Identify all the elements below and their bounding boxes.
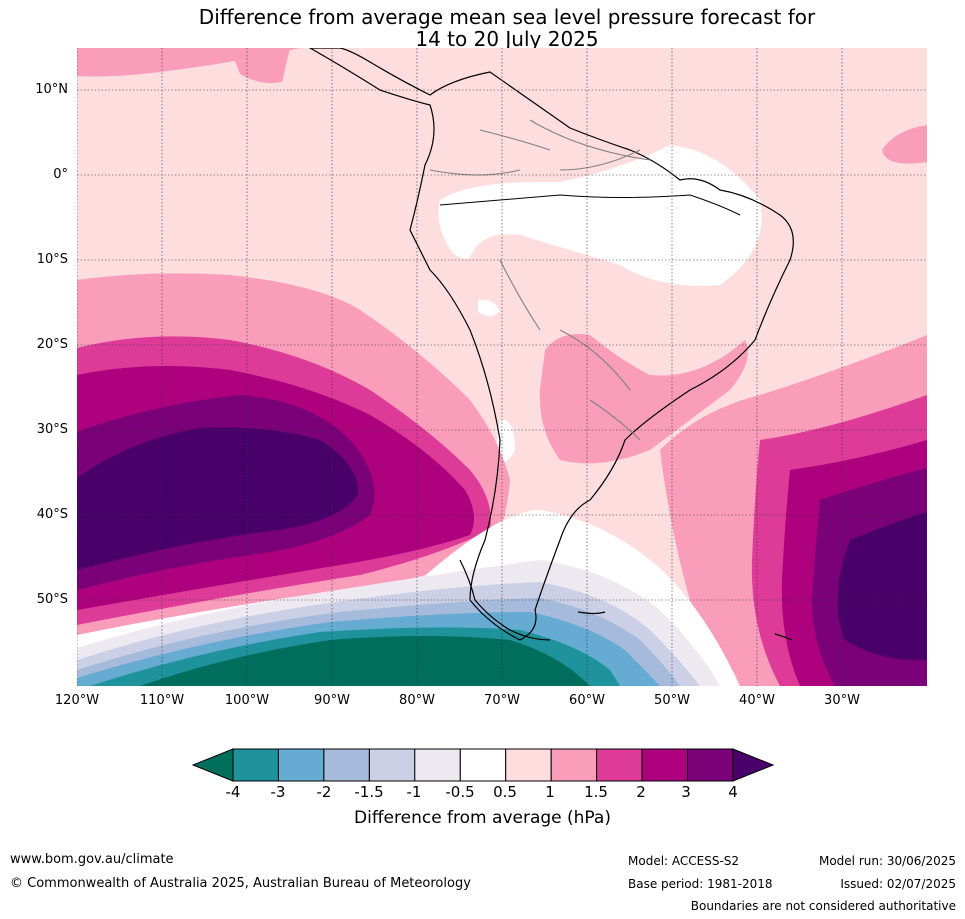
- lat-label-20s: 20°S: [36, 337, 68, 352]
- lat-label-50s: 50°S: [36, 592, 68, 607]
- colorbar-tick-label: -2: [316, 783, 332, 801]
- footer-model: Model: ACCESS-S2: [628, 854, 740, 868]
- lat-label-40s: 40°S: [36, 507, 68, 522]
- anomaly-band-neg-4: [140, 636, 590, 686]
- colorbar-tick-label: 1.5: [584, 783, 608, 801]
- anomaly-north-atlantic: [882, 125, 927, 164]
- amazon-river: [439, 194, 741, 216]
- map-title-line-1: Difference from average mean sea level p…: [198, 5, 816, 29]
- colorbar-tick-label: 0.5: [493, 783, 517, 801]
- footer-boundaries-note: Boundaries are not considered authoritat…: [690, 899, 956, 913]
- lat-label-30s: 30°S: [36, 422, 68, 437]
- lon-label-90w: 90°W: [314, 693, 350, 708]
- graticule: [77, 48, 927, 686]
- colorbar-swatch: [505, 748, 552, 782]
- lat-label-10n: 10°N: [35, 82, 68, 97]
- footer-copyright: © Commonwealth of Australia 2025, Austra…: [10, 876, 471, 891]
- coastline-africa-edge: [885, 46, 895, 47]
- footer-website: www.bom.gov.au/climate: [10, 852, 174, 867]
- anomaly-north-pacific-2: [230, 48, 290, 83]
- lon-label-120w: 120°W: [54, 693, 100, 708]
- colorbar-swatch: [687, 748, 734, 782]
- colorbar-title: Difference from average (hPa): [354, 808, 611, 828]
- colorbar-tick-label: -0.5: [445, 783, 475, 801]
- anomaly-atlantic-core: [837, 512, 927, 661]
- lon-label-80w: 80°W: [399, 693, 435, 708]
- anomaly-small-neutral: [478, 299, 500, 316]
- coastline-south-america: [308, 48, 794, 641]
- footer-issued: Issued: 02/07/2025: [840, 877, 956, 891]
- map-title-line-2: 14 to 20 July 2025: [415, 27, 599, 51]
- colorbar-swatch: [641, 748, 688, 782]
- colorbar-swatch: [277, 748, 325, 782]
- lon-label-70w: 70°W: [484, 693, 520, 708]
- footer-model-run: Model run: 30/06/2025: [818, 854, 956, 868]
- colorbar: [191, 748, 775, 782]
- colorbar-extend-low: [191, 748, 234, 782]
- colorbar-tick-label: -1: [406, 783, 422, 801]
- lon-label-30w: 30°W: [824, 693, 860, 708]
- colorbar-tick-label: 4: [728, 783, 738, 801]
- lat-label-10s: 10°S: [36, 252, 68, 267]
- anomaly-brazil-interior: [539, 334, 748, 464]
- pressure-anomaly-field: [77, 46, 927, 686]
- footer-base-period: Base period: 1981-2018: [628, 877, 773, 891]
- coastline-patagonia-islands: [459, 559, 606, 641]
- anomaly-pacific-core: [77, 427, 359, 570]
- lon-label-60w: 60°W: [569, 693, 605, 708]
- colorbar-tick-label: -4: [225, 783, 241, 801]
- lon-label-100w: 100°W: [224, 693, 270, 708]
- colorbar-swatch: [550, 748, 598, 782]
- colorbar-tick-label: 1: [545, 783, 555, 801]
- lon-label-40w: 40°W: [739, 693, 775, 708]
- lon-label-50w: 50°W: [654, 693, 690, 708]
- colorbar-swatch: [414, 748, 461, 782]
- colorbar-tick-label: -3: [270, 783, 286, 801]
- colorbar-swatch: [368, 748, 416, 782]
- colorbar-tick-label: -1.5: [354, 783, 384, 801]
- country-boundaries: [429, 119, 651, 441]
- lon-label-110w: 110°W: [139, 693, 185, 708]
- coastline-south-georgia: [774, 633, 793, 641]
- colorbar-swatch: [232, 748, 279, 782]
- lat-label-0: 0°: [53, 167, 68, 182]
- colorbar-tick-label: 2: [636, 783, 646, 801]
- colorbar-swatch: [596, 748, 643, 782]
- colorbar-swatch: [323, 748, 370, 782]
- colorbar-swatch: [459, 748, 507, 782]
- colorbar-extend-high: [732, 748, 775, 782]
- colorbar-tick-label: 3: [681, 783, 691, 801]
